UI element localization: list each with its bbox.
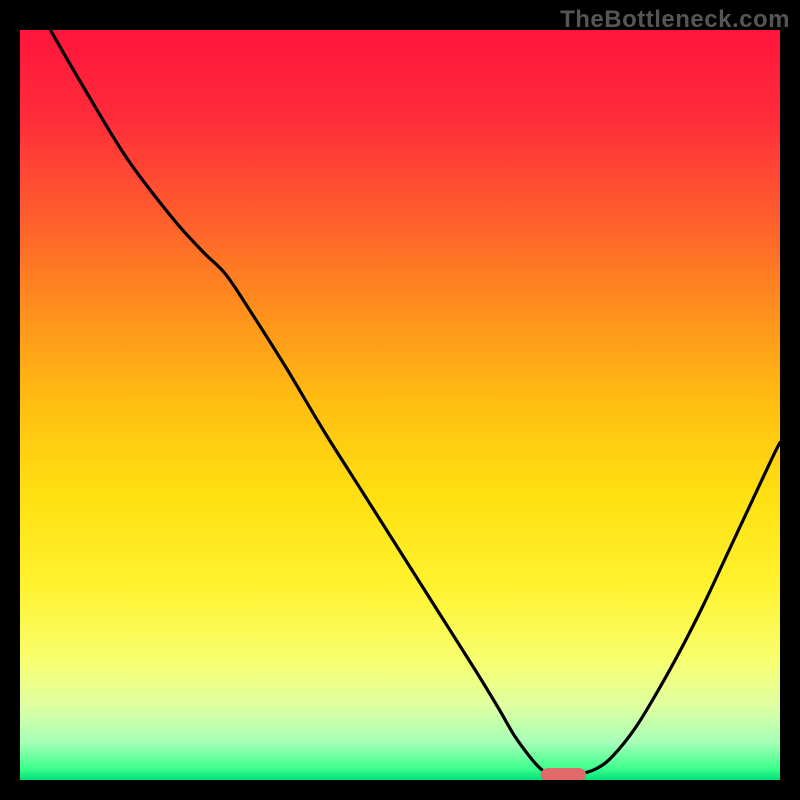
figure-frame: TheBottleneck.com	[0, 0, 800, 800]
plot-svg	[20, 30, 780, 780]
minimum-marker	[541, 768, 587, 780]
gradient-background	[20, 30, 780, 780]
